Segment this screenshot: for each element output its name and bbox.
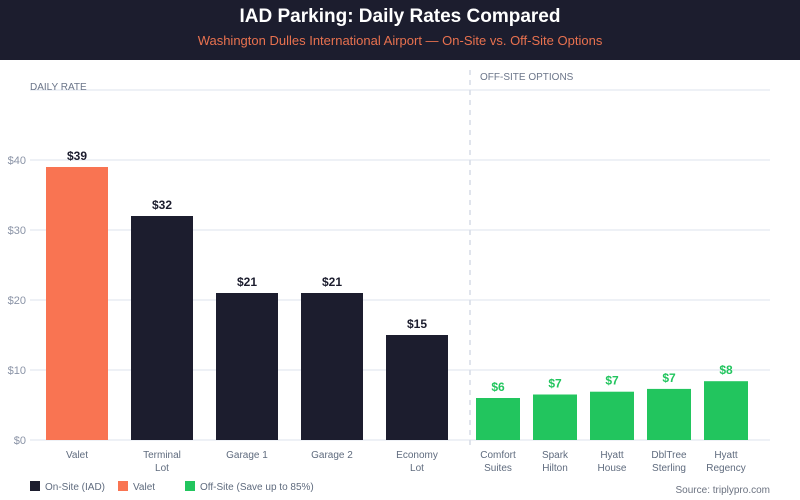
data-label: $21 [322, 275, 342, 289]
data-label: $7 [605, 374, 619, 388]
x-tick-label: Spark [542, 450, 569, 461]
data-label: $7 [662, 371, 676, 385]
offsite-section-label: OFF-SITE OPTIONS [480, 72, 574, 83]
x-tick-label: Terminal [143, 450, 181, 461]
x-tick-label: Lot [410, 463, 424, 474]
data-label: $32 [152, 198, 172, 212]
x-tick-label: Hyatt [600, 450, 624, 461]
x-tick-label: Hilton [542, 463, 568, 474]
x-tick-label: Garage 1 [226, 450, 268, 461]
x-tick-label: Valet [66, 450, 88, 461]
source-note: Source: triplypro.com [675, 485, 770, 496]
bar-economy-lot [386, 335, 448, 440]
legend-swatch-onsite [30, 481, 40, 491]
bar-hyatt-house [590, 391, 634, 440]
x-tick-label: Economy [396, 450, 438, 461]
bar-garage-1 [216, 293, 278, 440]
chart-header: IAD Parking: Daily Rates Compared Washin… [0, 0, 800, 60]
legend-swatch-offsite [185, 481, 195, 491]
y-axis-label: DAILY RATE [30, 82, 87, 93]
x-tick-label: House [598, 463, 627, 474]
y-tick-label: $40 [8, 155, 26, 167]
bar-dbltree-sterling [647, 388, 691, 440]
bar-hyatt-regency [704, 381, 748, 440]
data-label: $6 [491, 380, 505, 394]
data-label: $21 [237, 275, 257, 289]
x-tick-label: Comfort [480, 450, 516, 461]
data-label: $7 [548, 377, 562, 391]
bar-garage-2 [301, 293, 363, 440]
x-tick-label: Regency [706, 463, 745, 474]
data-label: $39 [67, 149, 87, 163]
data-label: $8 [719, 363, 733, 377]
chart-subtitle: Washington Dulles International Airport … [197, 33, 603, 48]
data-label: $15 [407, 317, 427, 331]
x-tick-label: Suites [484, 463, 512, 474]
legend-label-offsite: Off-Site (Save up to 85%) [200, 482, 314, 493]
legend-label-onsite: On-Site (IAD) [45, 482, 105, 493]
legend-label-valet: Valet [133, 482, 155, 493]
x-tick-label: DblTree [651, 450, 687, 461]
chart-title: IAD Parking: Daily Rates Compared [239, 6, 561, 27]
y-tick-label: $0 [14, 435, 26, 447]
x-tick-label: Lot [155, 463, 169, 474]
legend-swatch-valet [118, 481, 128, 491]
y-tick-label: $20 [8, 295, 26, 307]
bar-spark-hilton [533, 394, 577, 440]
bar-valet [46, 167, 108, 440]
x-tick-label: Sterling [652, 463, 686, 474]
y-tick-label: $10 [8, 365, 26, 377]
bar-terminal-lot [131, 216, 193, 440]
bar-comfort-suites [476, 398, 520, 440]
y-tick-label: $30 [8, 225, 26, 237]
x-tick-label: Hyatt [714, 450, 738, 461]
x-tick-label: Garage 2 [311, 450, 353, 461]
